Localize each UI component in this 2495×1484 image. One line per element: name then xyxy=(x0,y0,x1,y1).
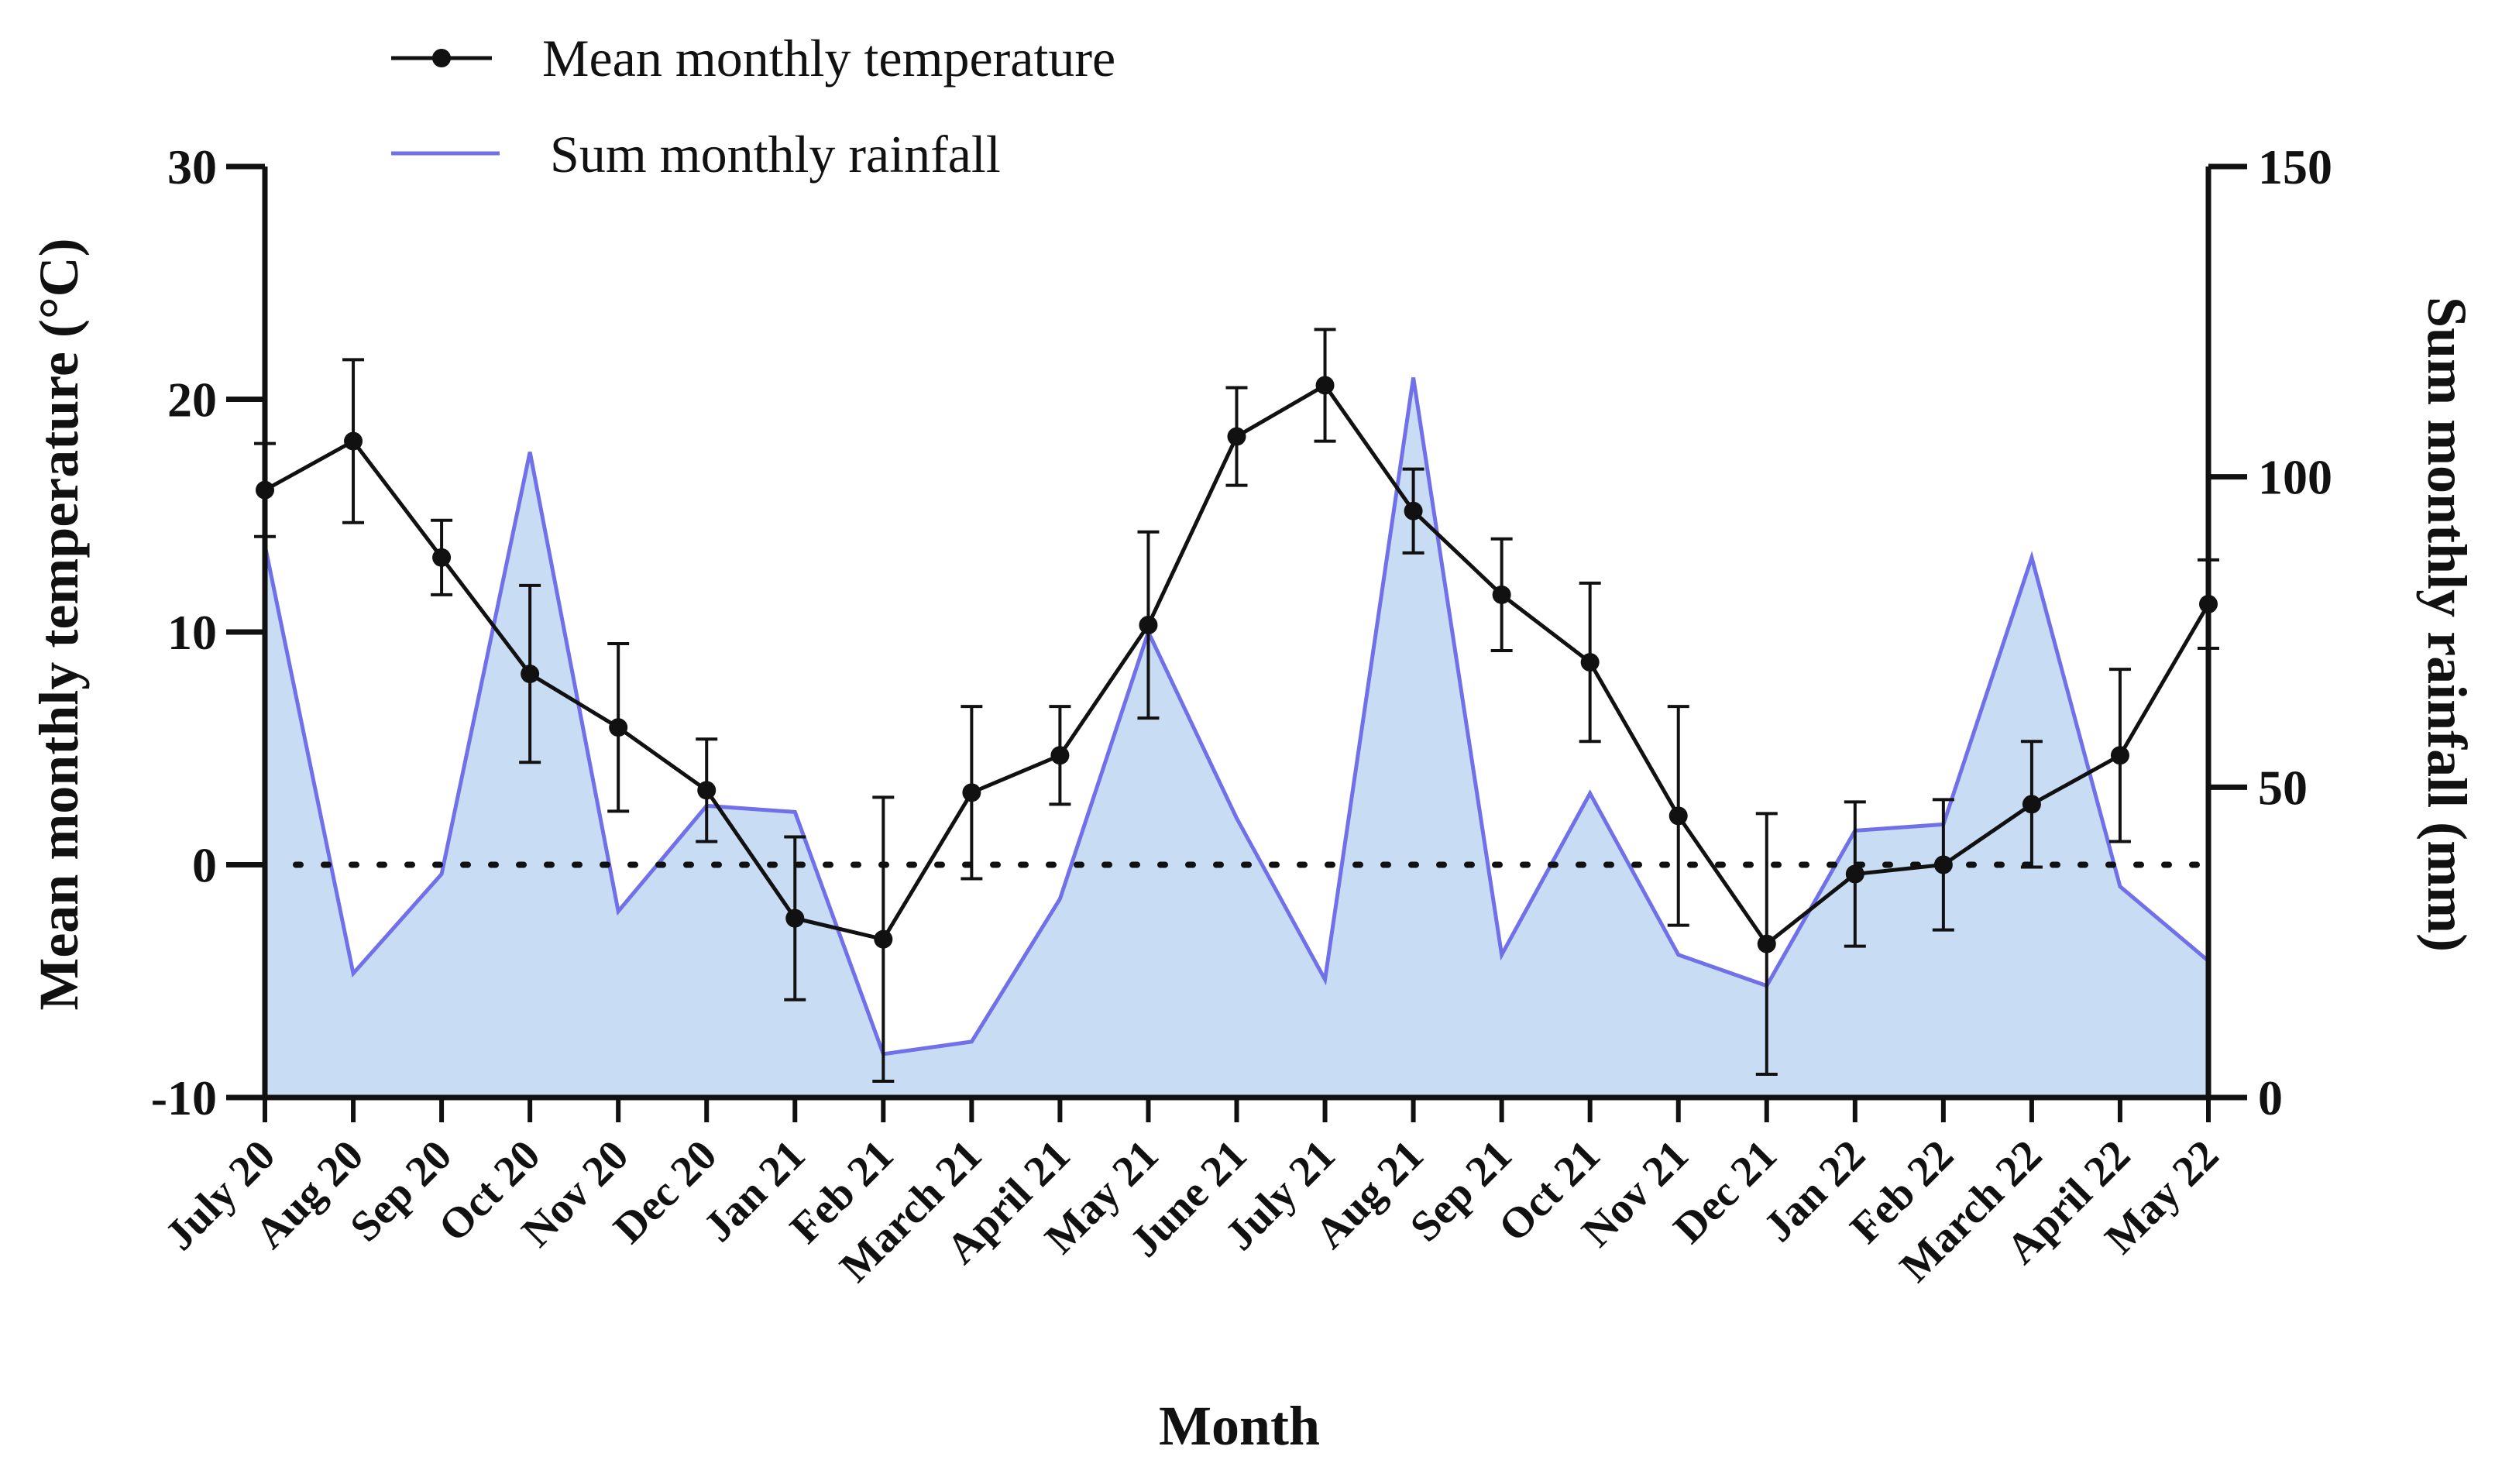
x-tick-label: Sep 21 xyxy=(1401,1131,1521,1251)
rainfall-area-fill xyxy=(265,377,2208,1098)
temperature-point xyxy=(1404,501,1423,520)
temperature-point xyxy=(1139,615,1158,634)
legend-rainfall-label: Sum monthly rainfall xyxy=(550,125,1001,184)
y-tick-label-left: 0 xyxy=(192,838,217,893)
temperature-point xyxy=(344,431,363,451)
temperature-point xyxy=(874,929,893,949)
x-tick-label: Dec 21 xyxy=(1665,1131,1786,1252)
x-axis-title: Month xyxy=(1159,1395,1320,1457)
legend-temperature-label: Mean monthly temperature xyxy=(542,29,1115,88)
x-tick-label: Dec 20 xyxy=(604,1131,726,1252)
x-tick-label: Sep 20 xyxy=(341,1131,461,1251)
temperature-point xyxy=(521,665,540,684)
temperature-point xyxy=(1492,585,1511,604)
temperature-point xyxy=(432,548,452,567)
y-tick-label-left: -10 xyxy=(151,1070,217,1125)
y-axis-title-left: Mean monthly temperature (°C) xyxy=(28,238,90,1010)
temperature-point xyxy=(256,480,274,500)
temperature-point xyxy=(1050,746,1070,765)
temperature-point xyxy=(2110,746,2129,765)
temperature-point xyxy=(1580,653,1600,672)
temperature-point xyxy=(1227,427,1246,446)
axis-titles: Month Mean monthly temperature (°C) Sum … xyxy=(28,238,2478,1457)
y-tick-label-left: 30 xyxy=(167,139,217,194)
rainfall-area-layer xyxy=(263,377,2210,1098)
legend: Mean monthly temperature Sum monthly rain… xyxy=(391,29,1115,184)
y-tick-label-left: 10 xyxy=(167,605,217,660)
temperature-series-layer xyxy=(254,328,2219,1083)
temperature-point xyxy=(1933,855,1953,874)
temperature-point xyxy=(609,718,628,737)
temperature-point xyxy=(1315,376,1335,395)
temperature-point xyxy=(697,781,717,800)
temperature-point xyxy=(2022,795,2041,814)
temperature-point xyxy=(1845,864,1864,884)
y-tick-label-right: 0 xyxy=(2258,1070,2283,1125)
y-tick-label-right: 50 xyxy=(2258,760,2308,815)
temperature-point xyxy=(2199,594,2218,613)
legend-temperature-swatch-marker xyxy=(432,49,451,67)
temperature-point xyxy=(962,783,981,802)
rainfall-area-line xyxy=(263,377,2210,1056)
temperature-point xyxy=(1668,806,1688,826)
y-tick-label-right: 150 xyxy=(2258,139,2332,194)
temperature-point xyxy=(1757,934,1776,953)
y-tick-label-right: 100 xyxy=(2258,450,2332,505)
y-tick-label-left: 20 xyxy=(167,373,217,428)
y-axis-title-right: Sum monthly rainfall (mm) xyxy=(2416,297,2478,952)
temperature-point xyxy=(785,909,805,928)
